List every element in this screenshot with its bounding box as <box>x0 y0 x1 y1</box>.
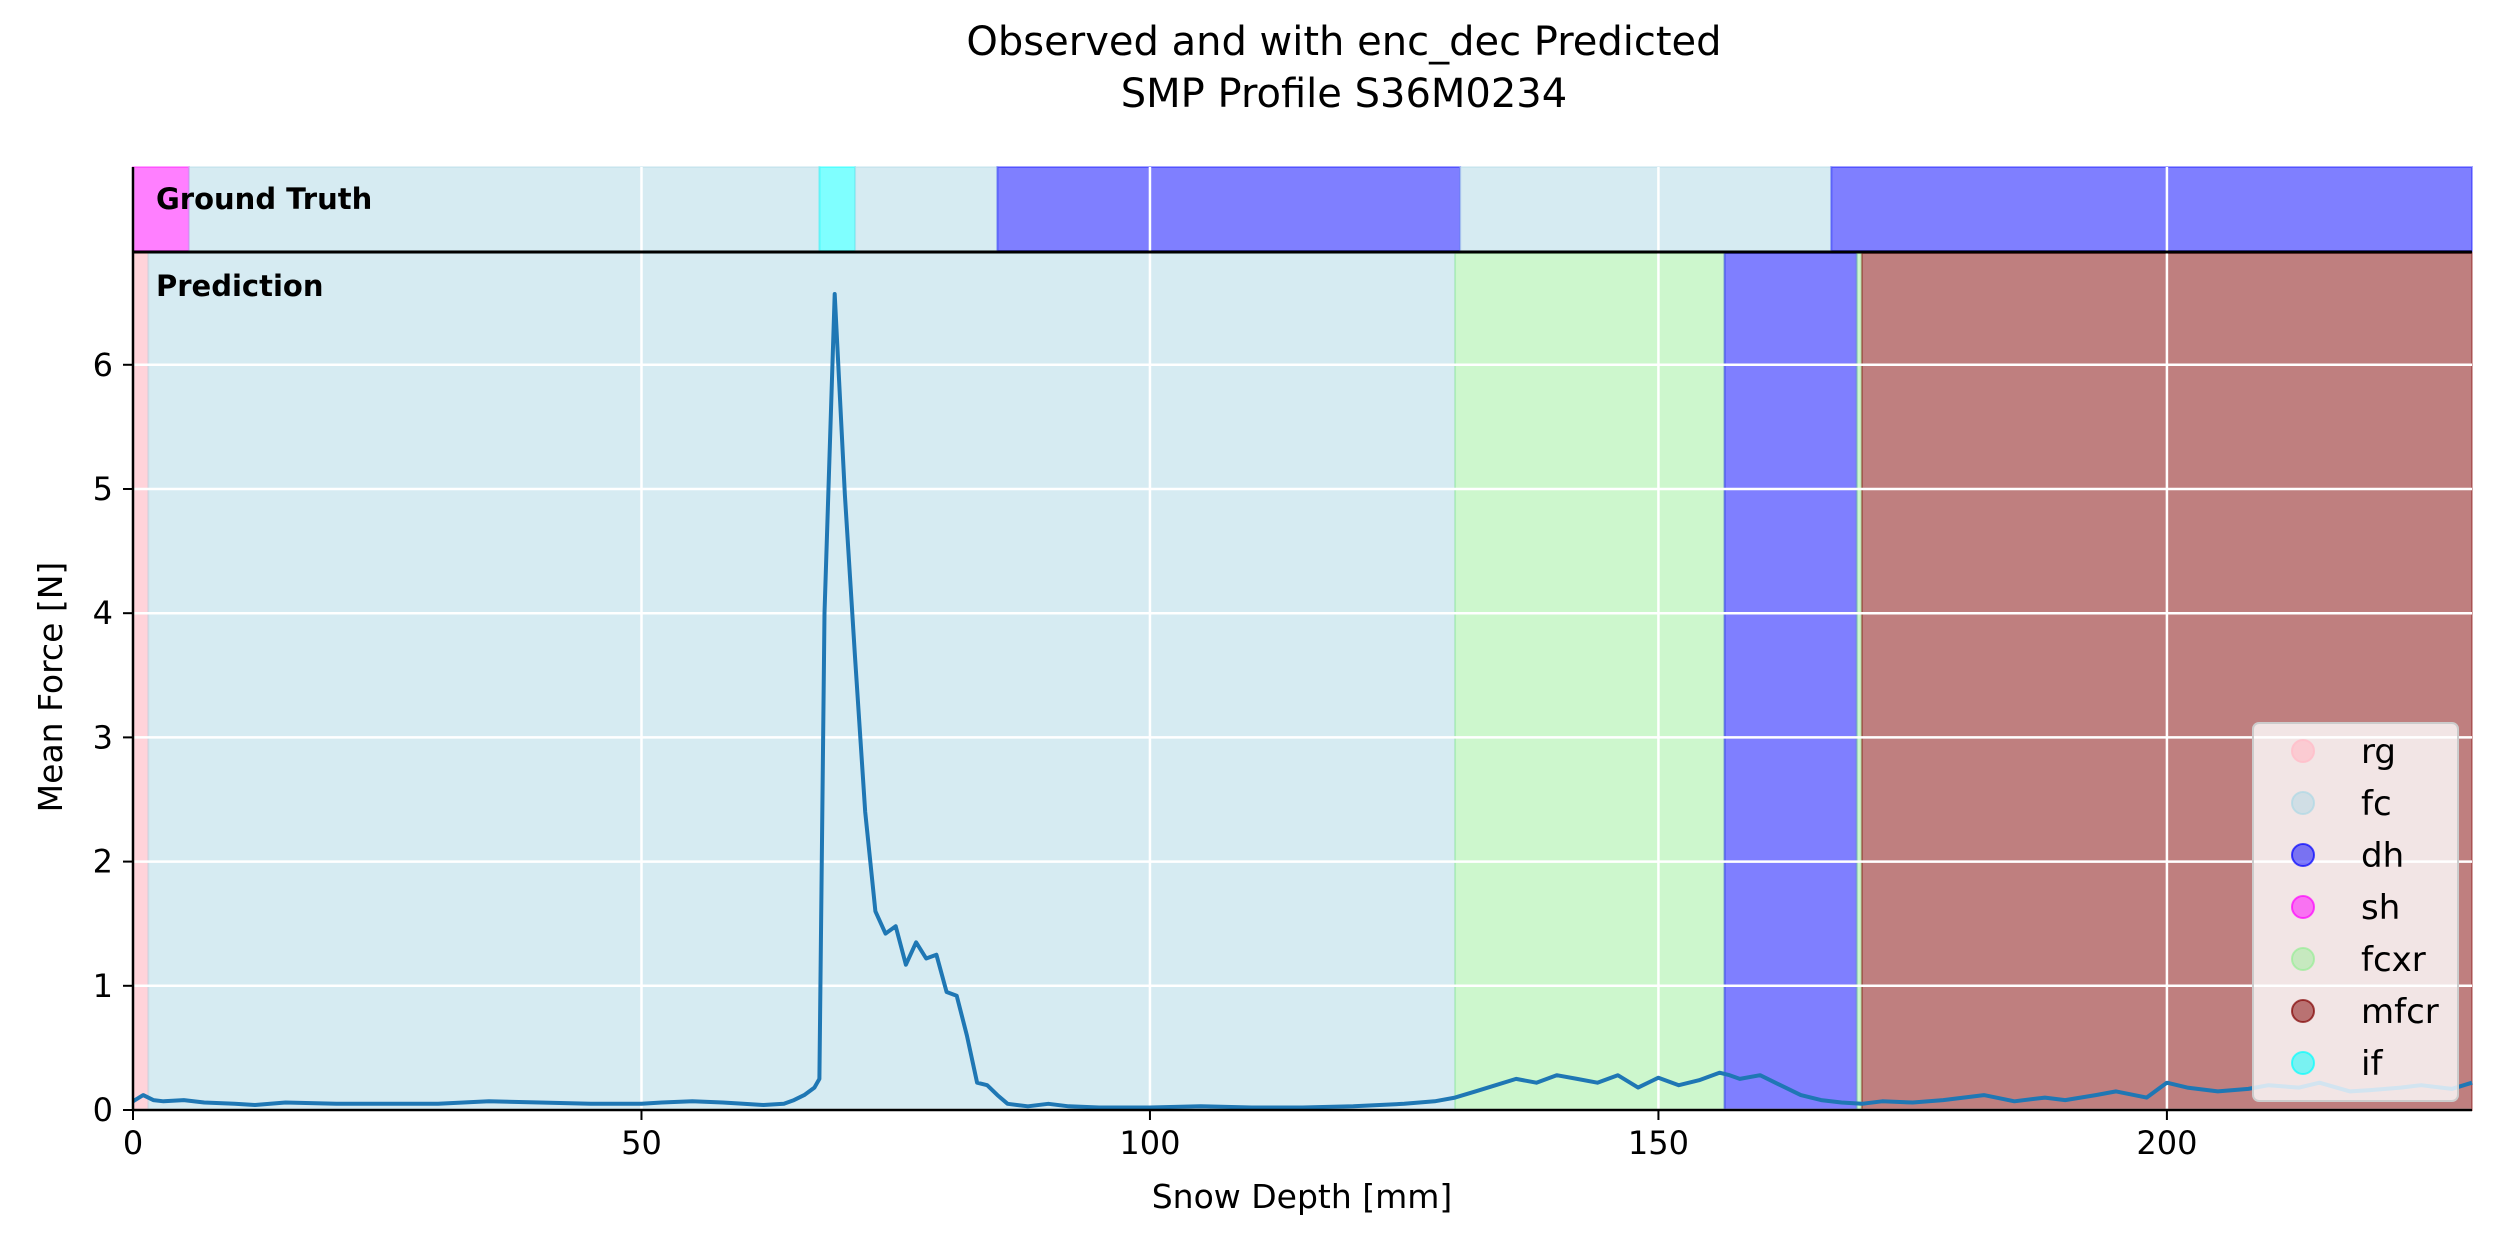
y-tick-label: 1 <box>93 967 113 1005</box>
legend-marker-sh <box>2291 895 2315 919</box>
prediction-band-dh <box>1723 252 1858 1111</box>
ground-truth-band-if <box>818 166 857 252</box>
x-tick-label: 50 <box>621 1124 662 1162</box>
legend-label-fc: fc <box>2361 784 2392 824</box>
ground-truth-band-fc <box>854 166 999 252</box>
ground-truth-band-dh <box>996 166 1462 252</box>
legend-label-fcxr: fcxr <box>2361 940 2426 980</box>
legend-marker-fcxr <box>2291 947 2315 971</box>
x-tick-label: 200 <box>2136 1124 2197 1162</box>
legend-label-sh: sh <box>2361 888 2400 928</box>
ground-truth-band-dh <box>1830 166 2473 252</box>
x-tick-label: 100 <box>1119 1124 1180 1162</box>
x-tick-label: 150 <box>1628 1124 1689 1162</box>
x-tick-label: 0 <box>123 1124 143 1162</box>
prediction-band-rg <box>132 252 150 1111</box>
legend-marker-dh <box>2291 843 2315 867</box>
grid-lines <box>131 167 2472 1112</box>
legend-frame <box>2252 722 2459 1102</box>
legend-marker-if <box>2291 1051 2315 1075</box>
ground-truth-label: Ground Truth <box>156 182 372 216</box>
y-axis-label: Mean Force [N] <box>31 562 70 813</box>
legend-label-dh: dh <box>2361 836 2404 876</box>
legend-label-rg: rg <box>2361 732 2396 772</box>
legend: rg fc dh sh fcxr mfcr if <box>2252 722 2459 1102</box>
legend-marker-mfcr <box>2291 999 2315 1023</box>
chart-title-line1: Observed and with enc_dec Predicted <box>966 19 1721 65</box>
force-line <box>131 292 2473 1110</box>
chart-title-line2: SMP Profile S36M0234 <box>1121 71 1567 117</box>
prediction-band-fcxr <box>1454 252 1726 1111</box>
legend-label-mfcr: mfcr <box>2361 992 2439 1032</box>
ground-truth-bands <box>132 166 2473 252</box>
ticks: 0 50 100 150 200 0 1 2 3 4 5 6 <box>93 346 2198 1162</box>
prediction-label: Prediction <box>156 269 324 303</box>
legend-label-if: if <box>2361 1044 2383 1084</box>
prediction-bands <box>132 252 2473 1111</box>
legend-marker-rg <box>2291 739 2315 763</box>
x-axis-label: Snow Depth [mm] <box>1152 1177 1453 1216</box>
force-line-layer <box>131 292 2473 1110</box>
y-tick-label: 6 <box>93 346 113 384</box>
prediction-band-fc <box>147 252 1457 1111</box>
y-tick-label: 3 <box>93 718 113 756</box>
y-tick-label: 0 <box>93 1091 113 1129</box>
y-tick-label: 4 <box>93 594 113 632</box>
y-tick-label: 2 <box>93 843 113 881</box>
ground-truth-band-fc <box>1459 166 1833 252</box>
ground-truth-band-fc <box>187 166 821 252</box>
y-tick-label: 5 <box>93 470 113 508</box>
legend-marker-fc <box>2291 791 2315 815</box>
axes <box>131 167 2472 1112</box>
